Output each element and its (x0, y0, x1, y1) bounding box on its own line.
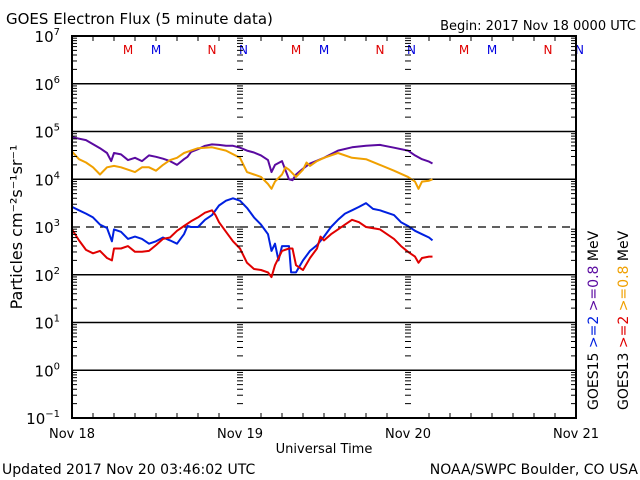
series-line-goes13-0-8-mev (71, 146, 433, 190)
top-marker-M: M (487, 43, 497, 57)
series-line-goes13-2-mev (71, 209, 433, 279)
top-marker-N: N (376, 43, 385, 57)
plot-frame (71, 35, 577, 419)
y-tick-label: 10−1 (26, 409, 60, 428)
x-axis-label: Universal Time (276, 442, 373, 457)
y-tick-label: 104 (35, 170, 60, 189)
updated-timestamp: Updated 2017 Nov 20 03:46:02 UTC (2, 462, 255, 478)
top-marker-N: N (544, 43, 553, 57)
legend: GOES15 >=2 >=0.8 MeV GOES13 >=2 >=0.8 Me… (586, 230, 632, 410)
credit-label: NOAA/SWPC Boulder, CO USA (430, 462, 639, 478)
x-tick-label: Nov 18 (49, 427, 95, 442)
x-tick-label: Nov 19 (217, 427, 263, 442)
x-tick-label: Nov 20 (385, 427, 431, 442)
top-marker-M: M (319, 43, 329, 57)
legend-goes15: GOES15 >=2 >=0.8 MeV (586, 230, 602, 410)
series-line-goes15-2-mev (71, 197, 434, 274)
y-tick-label: 106 (35, 75, 60, 94)
grid-lines (72, 83, 576, 371)
top-marker-N: N (407, 43, 416, 57)
y-axis-label: Particles cm⁻²s⁻¹sr⁻¹ (7, 145, 26, 310)
y-tick-label: 102 (35, 266, 60, 285)
top-marker-M: M (123, 43, 133, 57)
top-marker-N: N (575, 43, 584, 57)
y-tick-label: 107 (35, 27, 60, 46)
y-tick-label: 105 (35, 123, 60, 142)
x-tick-label: Nov 21 (553, 427, 599, 442)
top-marker-N: N (208, 43, 217, 57)
top-marker-M: M (291, 43, 301, 57)
series-line-goes15-0-8-mev (71, 136, 433, 182)
y-tick-label: 101 (35, 314, 60, 333)
top-marker-M: M (459, 43, 469, 57)
legend-goes13: GOES13 >=2 >=0.8 MeV (616, 230, 632, 410)
top-marker-M: M (151, 43, 161, 57)
y-tick-label: 100 (35, 361, 60, 380)
begin-label: Begin: 2017 Nov 18 0000 UTC (440, 19, 636, 34)
y-tick-labels: 107 106 105 104 103 102 101 100 10−1 (26, 27, 60, 428)
series-group (71, 136, 434, 279)
y-tick-label: 103 (35, 218, 60, 237)
chart-title: GOES Electron Flux (5 minute data) (6, 10, 273, 28)
x-tick-labels: Nov 18 Nov 19 Nov 20 Nov 21 (49, 427, 599, 442)
top-marker-N: N (239, 43, 248, 57)
